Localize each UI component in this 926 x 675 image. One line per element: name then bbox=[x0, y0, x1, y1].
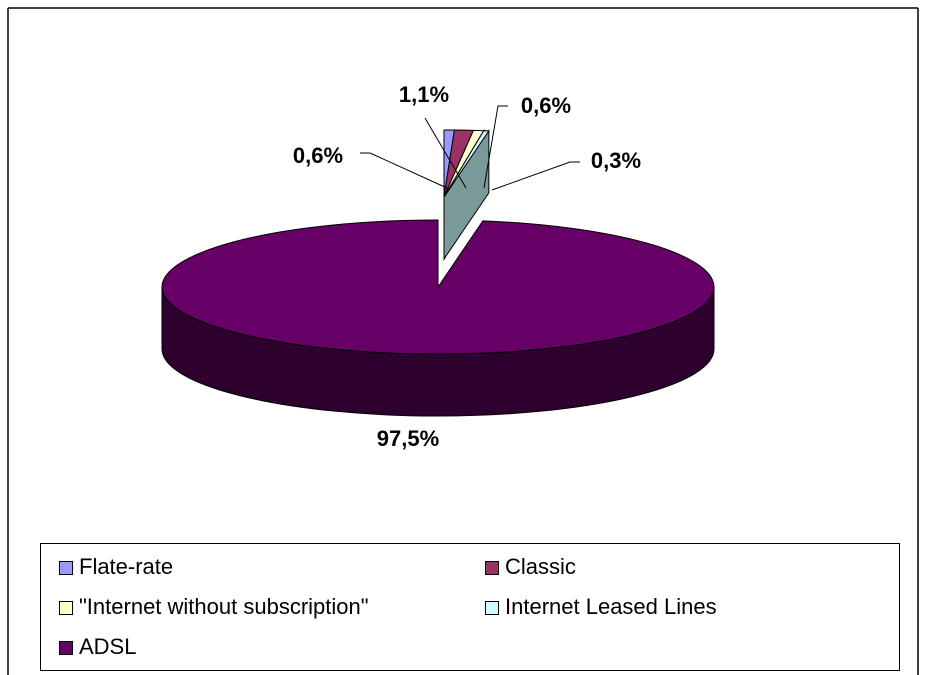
legend-item-classic: Classic bbox=[485, 554, 576, 580]
legend-swatch-flate-rate bbox=[59, 561, 73, 575]
leader-line-classic bbox=[424, 117, 467, 189]
pie-data-labels: 0,6% 1,1% 0,6% 0,3% 97,5% bbox=[293, 82, 641, 451]
pie-slice-internet-leased-lines bbox=[443, 130, 490, 198]
legend-item-flate-rate: Flate-rate bbox=[59, 554, 173, 580]
pie-top bbox=[161, 129, 715, 355]
legend-swatch-internet-without-subscription bbox=[59, 601, 73, 615]
legend-swatch-classic bbox=[485, 561, 499, 575]
legend: Flate-rate Classic "Internet without sub… bbox=[40, 543, 900, 671]
legend-label: ADSL bbox=[79, 634, 137, 659]
pie-slice-adsl bbox=[161, 219, 715, 355]
leader-line-internet-leased-lines bbox=[491, 161, 580, 191]
data-label-classic: 1,1% bbox=[399, 82, 449, 107]
data-label-internet-leased-lines: 0,3% bbox=[591, 148, 641, 173]
legend-swatch-internet-leased-lines bbox=[485, 601, 499, 615]
data-label-adsl: 97,5% bbox=[377, 426, 439, 451]
leader-line-flate-rate bbox=[360, 152, 448, 189]
legend-label: "Internet without subscription" bbox=[79, 594, 369, 619]
leader-line-internet-without-subscription bbox=[483, 105, 508, 189]
legend-item-adsl: ADSL bbox=[59, 634, 136, 660]
legend-label: Internet Leased Lines bbox=[505, 594, 717, 619]
data-label-flate-rate: 0,6% bbox=[293, 143, 343, 168]
legend-item-internet-leased-lines: Internet Leased Lines bbox=[485, 594, 717, 620]
pie-leader-lines bbox=[360, 105, 580, 191]
data-label-internet-without-subscription: 0,6% bbox=[521, 93, 571, 118]
legend-label: Classic bbox=[505, 554, 576, 579]
legend-item-internet-without-subscription: "Internet without subscription" bbox=[59, 594, 369, 620]
legend-swatch-adsl bbox=[59, 641, 73, 655]
legend-label: Flate-rate bbox=[79, 554, 174, 579]
